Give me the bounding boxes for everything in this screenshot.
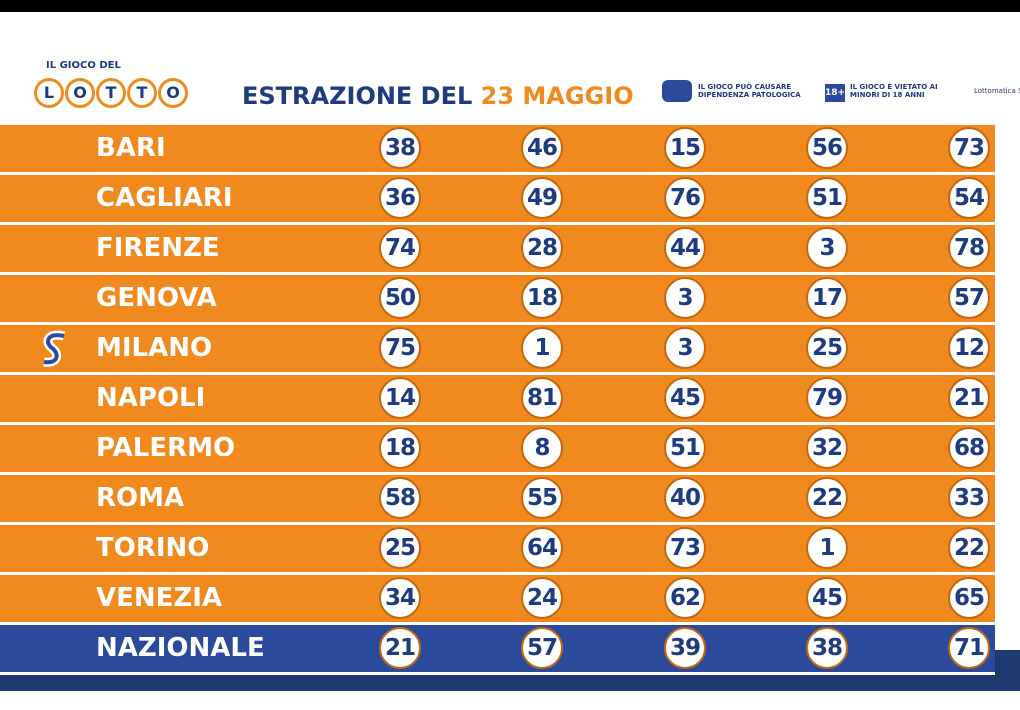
row: ROMA 58 55 40 22 33 [0, 475, 995, 522]
city-name: CAGLIARI [96, 183, 233, 213]
number-ball: 1 [806, 527, 848, 569]
number-ball: 75 [379, 327, 421, 369]
number-ball: 51 [806, 177, 848, 219]
number-ball: 71 [948, 627, 990, 669]
number-ball: 3 [664, 277, 706, 319]
number-ball: 44 [664, 227, 706, 269]
number-ball: 21 [379, 627, 421, 669]
date: 23 MAGGIO [480, 82, 634, 110]
special-symbol [43, 330, 66, 367]
city-name: FIRENZE [96, 233, 220, 263]
number-ball: 18 [521, 277, 563, 319]
city-name: MILANO [96, 333, 213, 363]
row: GENOVA 50 18 3 17 57 [0, 275, 995, 322]
city-name: BARI [96, 133, 166, 163]
number-ball: 15 [664, 127, 706, 169]
number-ball: 22 [806, 477, 848, 519]
top-bar [0, 0, 1020, 12]
number-ball: 49 [521, 177, 563, 219]
row: PALERMO 18 8 51 32 68 [0, 425, 995, 472]
number-ball: 24 [521, 577, 563, 619]
number-ball: 55 [521, 477, 563, 519]
city-name: ROMA [96, 483, 185, 513]
logo-letter: T [127, 78, 157, 108]
row: VENEZIA 34 24 62 45 65 [0, 575, 995, 622]
number-ball: 36 [379, 177, 421, 219]
number-ball: 81 [521, 377, 563, 419]
logo-letter: O [158, 78, 188, 108]
number-ball: 73 [948, 127, 990, 169]
number-ball: 57 [948, 277, 990, 319]
warning-icon [662, 80, 692, 102]
number-ball: 17 [806, 277, 848, 319]
logo-letter: O [65, 78, 95, 108]
number-ball: 33 [948, 477, 990, 519]
number-ball: 78 [948, 227, 990, 269]
number-ball: 73 [664, 527, 706, 569]
city-name: NAZIONALE [96, 633, 265, 663]
number-ball: 28 [521, 227, 563, 269]
logo-letter: T [96, 78, 126, 108]
row: TORINO 25 64 73 1 22 [0, 525, 995, 572]
number-ball: 46 [521, 127, 563, 169]
warning-2: IL GIOCO È VIETATO AI MINORI DI 18 ANNI [850, 83, 938, 99]
row: BARI 38 46 15 56 73 [0, 125, 995, 172]
number-ball: 54 [948, 177, 990, 219]
title-text: ESTRAZIONE DEL [242, 82, 473, 110]
number-ball: 65 [948, 577, 990, 619]
city-name: TORINO [96, 533, 210, 563]
city-name: NAPOLI [96, 383, 206, 413]
row: FIRENZE 74 28 44 3 78 [0, 225, 995, 272]
number-ball: 22 [948, 527, 990, 569]
city-name: GENOVA [96, 283, 217, 313]
number-ball: 12 [948, 327, 990, 369]
row: MILANO 75 1 3 25 12 [0, 325, 995, 372]
row: NAPOLI 14 81 45 79 21 [0, 375, 995, 422]
number-ball: 21 [948, 377, 990, 419]
number-ball: 25 [806, 327, 848, 369]
number-ball: 64 [521, 527, 563, 569]
number-ball: 74 [379, 227, 421, 269]
number-ball: 45 [664, 377, 706, 419]
number-ball: 25 [379, 527, 421, 569]
number-ball: 34 [379, 577, 421, 619]
number-ball: 76 [664, 177, 706, 219]
number-ball: 14 [379, 377, 421, 419]
number-ball: 45 [806, 577, 848, 619]
number-ball: 58 [379, 477, 421, 519]
age-badge: 18+ [825, 84, 845, 102]
number-ball: 50 [379, 277, 421, 319]
number-ball: 1 [521, 327, 563, 369]
bottom-stripe [0, 675, 1020, 691]
number-ball: 3 [664, 327, 706, 369]
number-ball: 79 [806, 377, 848, 419]
number-ball: 38 [806, 627, 848, 669]
city-name: VENEZIA [96, 583, 223, 613]
number-ball: 56 [806, 127, 848, 169]
number-ball: 68 [948, 427, 990, 469]
warning-1: IL GIOCO PUÒ CAUSARE DIPENDENZA PATOLOGI… [698, 83, 801, 99]
logo-top: IL GIOCO DEL [46, 60, 121, 71]
number-ball: 18 [379, 427, 421, 469]
number-ball: 39 [664, 627, 706, 669]
row: NAZIONALE 21 57 39 38 71 [0, 625, 995, 672]
city-name: PALERMO [96, 433, 236, 463]
operator: Lottomatica S.r.l. [974, 87, 1020, 95]
number-ball: 8 [521, 427, 563, 469]
number-ball: 3 [806, 227, 848, 269]
corner-block [995, 650, 1020, 691]
number-ball: 57 [521, 627, 563, 669]
number-ball: 62 [664, 577, 706, 619]
number-ball: 51 [664, 427, 706, 469]
number-ball: 40 [664, 477, 706, 519]
logo-letter: L [34, 78, 64, 108]
number-ball: 38 [379, 127, 421, 169]
title: ESTRAZIONE DEL 23 MAGGIO [242, 82, 634, 110]
row: CAGLIARI 36 49 76 51 54 [0, 175, 995, 222]
number-ball: 32 [806, 427, 848, 469]
